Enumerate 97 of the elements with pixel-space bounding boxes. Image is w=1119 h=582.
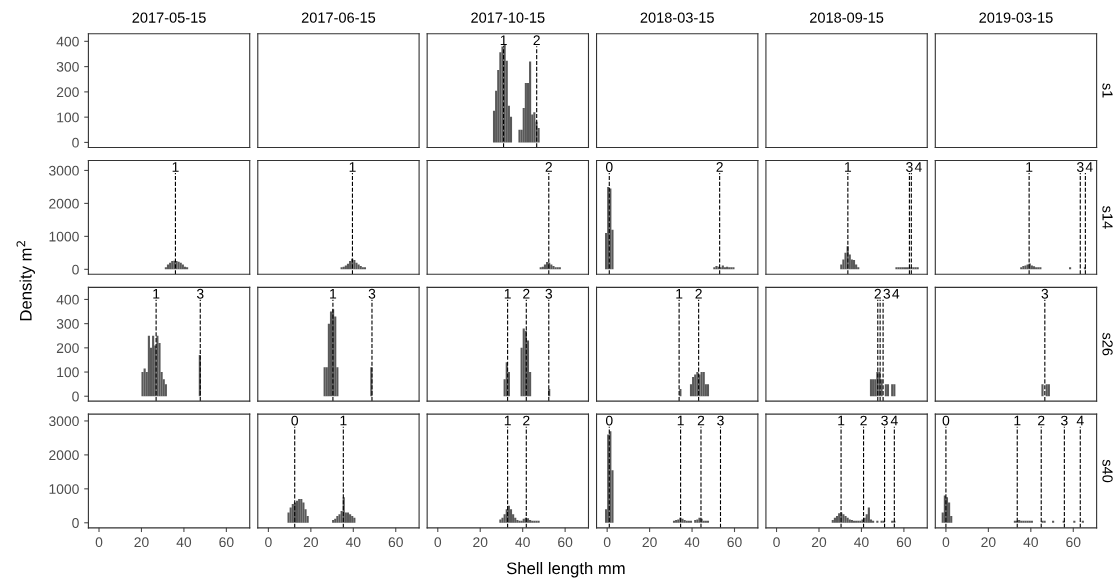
y-tick-label: 200: [56, 87, 79, 98]
x-tick-label: 0: [603, 537, 611, 548]
chart-title: 2019-03-15: [979, 12, 1053, 23]
x-tick-label: 40: [176, 537, 192, 548]
y-tick-label: 200: [56, 343, 79, 354]
annotation: 4: [892, 289, 900, 299]
x-tick-label: 60: [219, 537, 234, 548]
annotation: 1: [845, 162, 852, 172]
y2-axis-title: s1: [1102, 83, 1113, 98]
y-tick-label: 1000: [49, 231, 79, 242]
x-tick-label: 20: [473, 537, 488, 548]
annotation: 3: [717, 415, 724, 426]
annotation: 4: [1076, 415, 1084, 426]
y-tick-label: 400: [56, 294, 79, 305]
x-tick-label: 0: [265, 537, 272, 548]
y2-axis-title: s14: [1102, 206, 1113, 229]
annotation: 1: [349, 162, 356, 172]
y-tick-label: 100: [57, 112, 79, 123]
annotation: 3: [883, 288, 891, 299]
x-tick-label: 60: [727, 537, 742, 548]
y-tick-label: 3000: [49, 165, 79, 176]
annotation: 3: [368, 288, 376, 299]
annotation: 2: [523, 288, 530, 299]
annotation: 2: [697, 415, 705, 426]
x-tick-label: 0: [773, 537, 780, 548]
y-tick-label: 300: [56, 61, 79, 72]
annotation: 3: [1061, 415, 1068, 426]
annotation: 2: [860, 415, 867, 426]
x-tick-label: 0: [434, 537, 442, 548]
x-tick-label: 20: [811, 537, 827, 548]
annotation: 1: [504, 415, 511, 426]
x-tick-label: 40: [345, 537, 361, 548]
annotation: 2: [695, 288, 702, 299]
annotation: 1: [172, 162, 179, 172]
x-tick-label: 20: [981, 537, 996, 548]
annotation: 3: [196, 288, 204, 299]
x-tick-label: 60: [558, 537, 573, 548]
y-tick-label: 2000: [49, 198, 79, 209]
x-tick-label: 60: [896, 537, 912, 548]
annotation: 1: [153, 289, 160, 299]
y-tick-label: 400: [56, 36, 79, 47]
annotation: 3: [906, 162, 913, 172]
x-tick-label: 60: [1066, 537, 1081, 548]
x-tick-label: 40: [1023, 537, 1038, 548]
annotation: 0: [605, 162, 613, 172]
annotation: 1: [677, 415, 684, 426]
x-tick-label: 40: [684, 537, 700, 548]
annotation: 1: [838, 415, 845, 426]
x-tick-label: 0: [942, 537, 950, 548]
x-tick-label: 40: [854, 537, 869, 548]
x-tick-label: 20: [303, 537, 319, 548]
annotation: 1: [340, 415, 347, 426]
annotation: 1: [330, 289, 337, 299]
y-tick-label: 0: [72, 518, 79, 528]
annotation: 3: [881, 415, 888, 426]
x-tick-label: 20: [134, 537, 149, 548]
y2-axis-title: s40: [1102, 459, 1113, 483]
y-tick-label: 300: [56, 318, 79, 329]
annotation: 3: [545, 288, 553, 299]
annotation: 2: [545, 162, 552, 172]
y-tick-label: 0: [72, 391, 79, 402]
chart-title: 2017-06-15: [301, 12, 376, 23]
y2-axis-title: s26: [1102, 332, 1113, 356]
annotation: 4: [890, 415, 898, 426]
y-tick-label: 0: [72, 137, 79, 148]
y-tick-label: 0: [72, 264, 79, 275]
annotation: 1: [676, 289, 683, 299]
x-axis-title: Shell length mm: [506, 561, 625, 578]
y-tick-label: 100: [57, 367, 79, 378]
chart-title: 2017-05-15: [132, 12, 206, 23]
annotation: 1: [504, 289, 511, 299]
annotation: 0: [605, 415, 613, 426]
annotation: 3: [1041, 288, 1049, 299]
y-tick-label: 1000: [49, 484, 79, 494]
annotation: 2: [523, 415, 530, 426]
annotation: 1: [500, 35, 507, 45]
annotation: 4: [1085, 162, 1093, 172]
annotation: 2: [716, 162, 723, 172]
x-tick-label: 60: [388, 537, 403, 548]
chart-title: 2018-03-15: [640, 12, 714, 23]
x-tick-label: 40: [515, 537, 530, 548]
annotation: 2: [1038, 415, 1045, 426]
chart-title: 2018-09-15: [810, 12, 884, 23]
y-tick-label: 2000: [49, 450, 79, 461]
x-tick-label: 20: [642, 537, 657, 548]
annotation: 0: [291, 415, 299, 426]
annotation: 1: [1026, 162, 1033, 172]
annotation: 0: [942, 415, 950, 426]
y-axis-title: Density m$^{2}$: [16, 241, 35, 321]
annotation: 1: [1014, 415, 1021, 426]
chart-title: 2017-10-15: [471, 12, 545, 23]
y-tick-label: 3000: [49, 416, 79, 427]
annotation: 2: [874, 288, 881, 299]
annotation: 4: [914, 162, 922, 172]
annotation: 2: [533, 35, 540, 45]
annotation: 3: [1076, 162, 1084, 172]
x-tick-label: 0: [95, 537, 103, 548]
